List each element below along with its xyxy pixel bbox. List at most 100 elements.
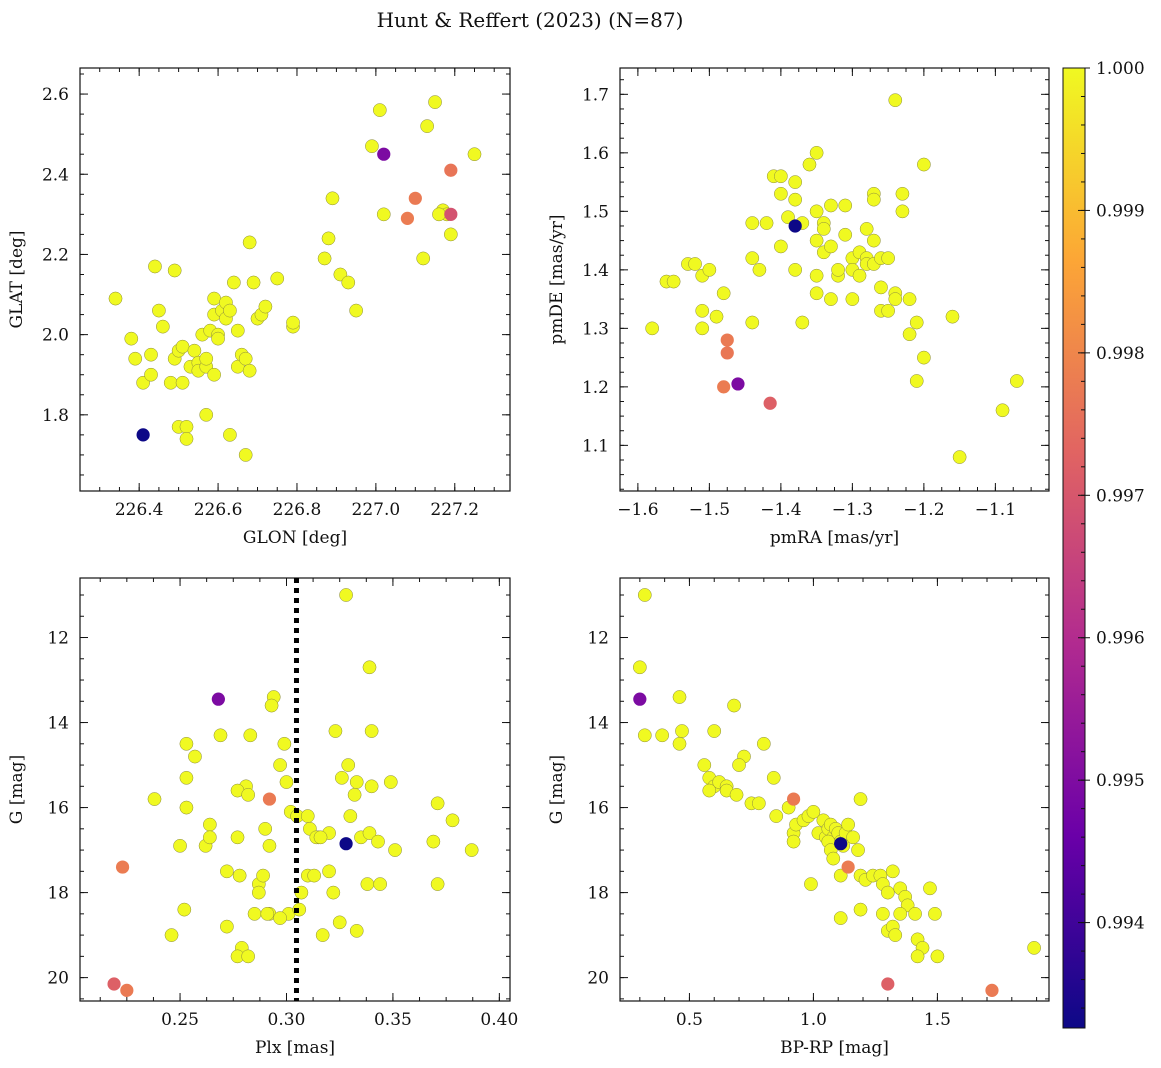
- scatter-point: [326, 885, 341, 900]
- scatter-point: [262, 838, 277, 853]
- colorbar-tick-label: 0.998: [1096, 344, 1145, 364]
- y-tick-label: 1.4: [582, 261, 609, 281]
- scatter-points: [632, 588, 1041, 997]
- y-axis-label: G [mag]: [547, 755, 567, 824]
- x-tick-label: 0.40: [480, 1010, 518, 1030]
- scatter-point: [187, 343, 202, 358]
- scatter-points: [107, 578, 479, 1001]
- scatter-point: [163, 375, 178, 390]
- scatter-point: [885, 864, 900, 879]
- figure-title: Hunt & Reffert (2023) (N=87): [377, 8, 684, 32]
- scatter-point: [232, 868, 247, 883]
- scatter-point: [876, 906, 890, 921]
- scatter-point: [227, 275, 241, 290]
- scatter-point: [230, 830, 245, 845]
- scatter-point: [167, 263, 182, 278]
- scatter-point: [175, 375, 190, 390]
- scatter-point: [273, 911, 287, 925]
- scatter-point: [788, 175, 803, 189]
- scatter-point: [774, 169, 788, 184]
- scatter-point: [917, 350, 931, 365]
- scatter-point: [781, 210, 795, 225]
- scatter-point: [426, 834, 441, 849]
- scatter-point: [809, 204, 824, 219]
- scatter-point: [756, 736, 771, 751]
- scatter-point: [322, 864, 336, 879]
- x-tick-label: 0.30: [268, 1010, 306, 1030]
- scatter-point: [881, 303, 895, 318]
- colorbar-tick-label: 0.997: [1096, 486, 1145, 506]
- y-tick-label: 20: [47, 969, 69, 989]
- y-tick-label: 14: [587, 714, 609, 734]
- scatter-point: [223, 303, 237, 318]
- scatter-point: [388, 843, 402, 857]
- scatter-point: [128, 351, 143, 366]
- scatter-point: [325, 191, 340, 206]
- scatter-point-low-prob: [115, 860, 130, 874]
- colorbar-tick-label: 0.996: [1096, 629, 1145, 649]
- y-axis-label: pmDE [mas/yr]: [547, 214, 567, 344]
- scatter-point: [362, 660, 377, 675]
- scatter-point: [881, 251, 895, 265]
- y-tick-label: 16: [587, 799, 609, 819]
- scatter-point: [910, 949, 925, 964]
- scatter-point: [866, 192, 881, 207]
- scatter-point: [364, 779, 379, 794]
- scatter-point: [207, 367, 221, 382]
- scatter-point: [874, 280, 888, 295]
- x-axis-label: pmRA [mas/yr]: [770, 528, 899, 548]
- scatter-point: [675, 724, 689, 738]
- scatter-point: [362, 826, 377, 840]
- scatter-point: [243, 728, 258, 743]
- scatter-point-low-prob: [720, 346, 734, 360]
- scatter-point: [809, 286, 824, 301]
- scatter-point: [430, 796, 445, 811]
- scatter-point-low-prob: [717, 380, 731, 394]
- scatter-point: [745, 216, 760, 230]
- scatter-point: [853, 902, 868, 917]
- scatter-point: [152, 303, 166, 318]
- scatter-point: [727, 698, 741, 713]
- scatter-point: [831, 262, 845, 277]
- scatter-point: [155, 319, 170, 334]
- scatter-point-low-prob: [786, 792, 801, 806]
- x-tick-label: 0.5: [676, 1010, 703, 1030]
- scatter-point: [273, 758, 287, 772]
- scatter-point: [697, 758, 712, 772]
- scatter-point: [888, 292, 903, 306]
- scatter-point: [300, 809, 315, 823]
- x-tick-label: 226.4: [115, 500, 164, 520]
- scatter-point: [732, 758, 746, 772]
- x-tick-label: −1.4: [760, 500, 801, 520]
- scatter-point: [464, 843, 479, 857]
- scatter-point: [173, 838, 187, 853]
- y-tick-label: 2.0: [42, 326, 69, 346]
- colorbar-tick-label: 1.000: [1096, 59, 1145, 79]
- scatter-point-low-prob: [834, 837, 848, 851]
- scatter-point-low-prob: [107, 977, 121, 991]
- scatter-point: [347, 787, 362, 802]
- scatter-point: [866, 233, 881, 248]
- scatter-point: [428, 95, 442, 109]
- scatter-point-low-prob: [136, 428, 150, 442]
- scatter-point: [788, 192, 803, 207]
- scatter-point: [341, 758, 356, 772]
- scatter-point: [766, 770, 781, 785]
- x-axis-label: BP-RP [mag]: [780, 1038, 889, 1058]
- scatter-point: [364, 724, 379, 738]
- scatter-point: [360, 877, 375, 891]
- scatter-point: [838, 227, 853, 242]
- scatter-point: [824, 198, 838, 213]
- scatter-point: [258, 299, 273, 314]
- scatter-point: [917, 157, 931, 172]
- scatter-point: [1009, 374, 1024, 388]
- scatter-point: [1027, 941, 1041, 955]
- y-tick-label: 16: [47, 799, 69, 819]
- scatter-point: [223, 428, 237, 442]
- scatter-point: [179, 736, 194, 751]
- x-tick-label: 0.35: [374, 1010, 412, 1030]
- scatter-point: [213, 728, 228, 743]
- scatter-point: [199, 351, 214, 366]
- x-tick-label: 1.0: [800, 1010, 827, 1030]
- panel-parallax-magnitude: 0.25 0.30 0.35 0.40 12 14 16 18 20 Plx [mas] G [ma…: [7, 577, 518, 1058]
